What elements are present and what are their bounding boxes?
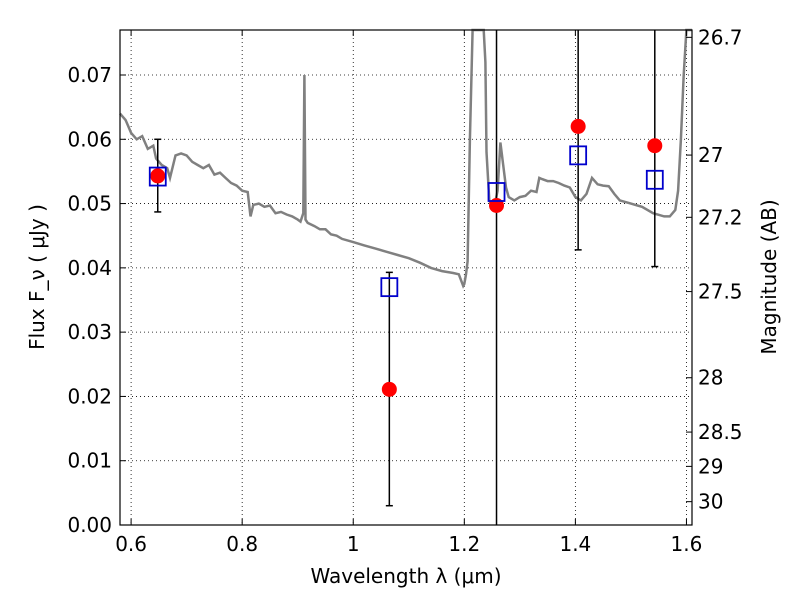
observed-point [647, 138, 663, 154]
y-tick-label: 0.05 [67, 192, 112, 216]
mag-tick-label: 28 [698, 366, 723, 390]
model-points [148, 145, 664, 298]
y-tick-label: 0.03 [67, 320, 112, 344]
y-tick-label: 0.06 [67, 127, 112, 151]
observed-point [570, 118, 586, 134]
x-axis-ticks: 0.6 0.8 1 1.2 1.4 1.6 [115, 30, 702, 556]
observed-point [150, 168, 166, 184]
mag-tick-label: 27 [698, 143, 723, 167]
x-tick-label: 1 [347, 532, 360, 556]
y-tick-label: 0.02 [67, 384, 112, 408]
x-tick-label: 0.6 [115, 532, 147, 556]
sed-curve [119, 28, 692, 289]
y-tick-label: 0.00 [67, 513, 112, 537]
grid-lines [120, 30, 692, 526]
y2-axis-title: Magnitude (AB) [757, 199, 781, 354]
y-tick-label: 0.01 [67, 449, 112, 473]
mag-tick-label: 30 [698, 490, 723, 514]
mag-tick-label: 29 [698, 454, 723, 478]
observed-points [150, 118, 663, 397]
sed-layer [119, 28, 692, 289]
model-point [487, 182, 506, 202]
mag-tick-label: 27.5 [698, 280, 743, 304]
observed-point [381, 381, 397, 397]
x-tick-label: 0.8 [226, 532, 258, 556]
model-point [645, 169, 664, 190]
x-tick-label: 1.2 [448, 532, 480, 556]
model-point [148, 166, 167, 187]
mag-tick-label: 28.5 [698, 420, 743, 444]
plot-frame [119, 29, 693, 526]
model-point [380, 277, 399, 298]
mag-tick-label: 26.7 [698, 25, 743, 49]
y-axis-ticks: 0.00 0.01 0.02 0.03 0.04 0.05 0.06 0.07 [67, 63, 126, 537]
x-tick-label: 1.4 [559, 532, 591, 556]
error-bars [154, 30, 659, 525]
y-axis-title: Flux F_ν ( μJy ) [25, 204, 49, 350]
y-tick-label: 0.07 [67, 63, 112, 87]
y-tick-label: 0.04 [67, 256, 112, 280]
x-axis-title: Wavelength λ (μm) [310, 564, 501, 588]
mag-tick-label: 27.2 [698, 205, 743, 229]
x-tick-label: 1.6 [671, 532, 703, 556]
model-point [569, 145, 588, 166]
magnitude-axis-ticks: 26.7 27 27.2 27.5 28 28.5 29 30 [686, 25, 743, 514]
